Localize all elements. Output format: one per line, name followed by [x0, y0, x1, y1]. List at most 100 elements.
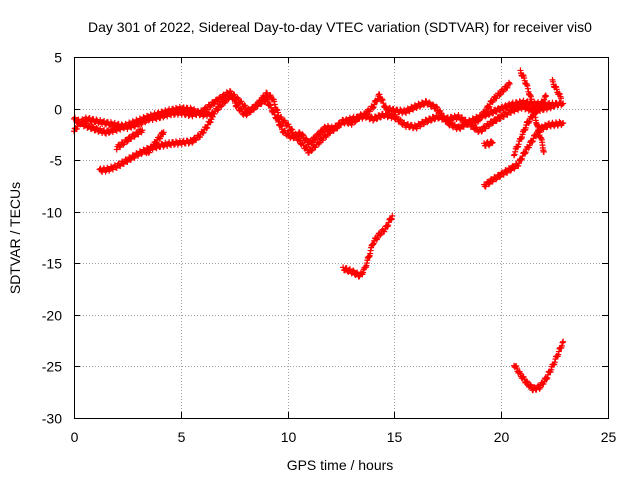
data-point	[107, 126, 114, 133]
data-point	[266, 101, 273, 108]
data-point	[543, 93, 550, 100]
data-point	[541, 93, 548, 100]
data-point	[496, 92, 503, 99]
data-point	[555, 348, 562, 355]
data-point	[379, 97, 386, 104]
data-point	[214, 107, 221, 114]
data-point	[350, 267, 357, 274]
data-point	[529, 138, 536, 145]
data-point	[474, 118, 481, 125]
data-point	[101, 117, 108, 124]
y-tick-label: 5	[54, 50, 62, 66]
data-point	[559, 339, 566, 346]
data-point	[95, 120, 102, 127]
data-point	[374, 115, 381, 122]
data-point	[475, 117, 482, 124]
data-point	[504, 111, 511, 118]
data-point	[267, 102, 274, 109]
data-point	[486, 121, 493, 128]
data-point	[434, 104, 441, 111]
data-point	[505, 79, 512, 86]
y-tick-label: -5	[50, 153, 63, 169]
data-point	[537, 384, 544, 391]
data-point	[526, 118, 533, 125]
chart-title: Day 301 of 2022, Sidereal Day-to-day VTE…	[88, 19, 592, 35]
y-tick-label: -25	[42, 359, 62, 375]
y-tick-label: -20	[42, 308, 62, 324]
data-point	[247, 108, 254, 115]
data-point	[389, 212, 396, 219]
data-point	[455, 112, 462, 119]
data-point	[200, 129, 207, 136]
data-point	[117, 163, 124, 170]
data-point	[478, 128, 485, 135]
data-point	[493, 176, 500, 183]
data-point	[142, 116, 149, 123]
data-point	[560, 100, 567, 107]
data-layer	[71, 67, 567, 394]
data-point	[351, 119, 358, 126]
data-point	[278, 123, 285, 130]
data-point	[515, 160, 522, 167]
data-point	[486, 103, 493, 110]
data-point	[489, 139, 496, 146]
data-point	[553, 86, 560, 93]
data-point	[303, 135, 310, 142]
data-point	[319, 137, 326, 144]
data-point	[364, 112, 371, 119]
data-point	[382, 103, 389, 110]
data-point	[404, 120, 411, 127]
series-small-cluster-evening	[481, 138, 496, 149]
data-point	[103, 130, 110, 137]
data-point	[556, 90, 563, 97]
data-point	[483, 107, 490, 114]
data-point	[145, 115, 152, 122]
data-point	[522, 149, 529, 156]
data-point	[430, 102, 437, 109]
data-point	[485, 122, 492, 129]
y-tick-label: -15	[42, 256, 62, 272]
data-point	[152, 140, 159, 147]
data-point	[86, 122, 93, 129]
data-point	[86, 114, 93, 121]
data-point	[429, 101, 436, 108]
data-point	[215, 106, 222, 113]
data-point	[360, 269, 367, 276]
data-point	[274, 116, 281, 123]
data-point	[459, 114, 466, 121]
data-point	[204, 124, 211, 131]
data-point	[160, 129, 167, 136]
data-point	[457, 125, 464, 132]
y-axis-label: SDTVAR / TECUs	[7, 182, 23, 294]
data-point	[543, 376, 550, 383]
data-point	[427, 100, 433, 107]
series-low-u-night	[511, 338, 567, 394]
data-point	[308, 147, 315, 154]
data-point	[370, 241, 377, 248]
data-point	[497, 91, 504, 98]
data-point	[424, 119, 431, 126]
x-tick-label: 20	[494, 429, 510, 445]
data-point	[526, 142, 533, 149]
data-point	[207, 119, 214, 126]
series-rising-segment-evening	[472, 79, 513, 126]
data-point	[490, 109, 497, 116]
data-point	[390, 111, 397, 118]
data-point	[537, 103, 544, 110]
x-tick-label: 15	[387, 429, 403, 445]
data-point	[374, 234, 381, 241]
data-point	[493, 108, 500, 115]
x-tick-label: 10	[281, 429, 297, 445]
data-point	[299, 131, 306, 138]
data-point	[506, 80, 513, 87]
data-point	[270, 107, 277, 114]
data-point	[493, 95, 500, 102]
data-point	[560, 338, 567, 345]
data-point	[378, 231, 385, 238]
x-tick-label: 25	[601, 429, 617, 445]
data-point	[542, 92, 549, 99]
data-point	[507, 167, 514, 174]
data-point	[264, 98, 271, 105]
